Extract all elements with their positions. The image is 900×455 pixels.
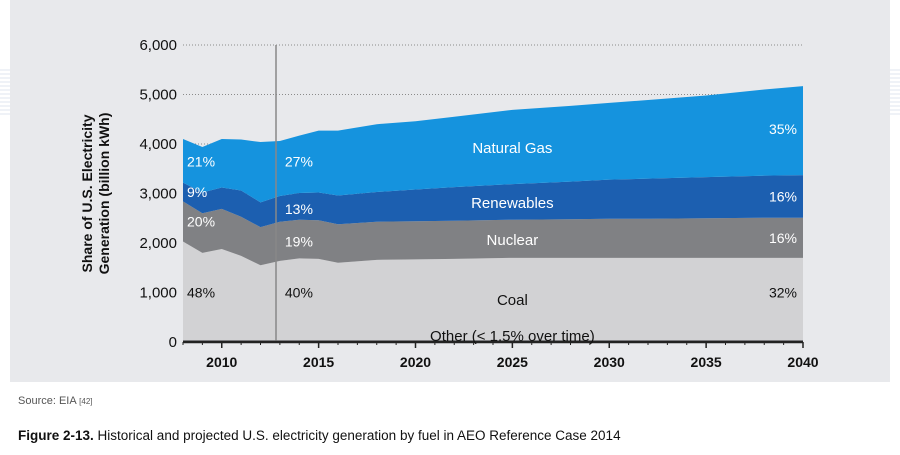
share-label: 48%: [187, 285, 215, 301]
y-tick-label: 2,000: [139, 235, 177, 252]
y-axis-label: Share of U.S. ElectricityGeneration (bil…: [79, 113, 112, 275]
series-label-renewables: Renewables: [471, 195, 554, 212]
y-tick-label: 5,000: [139, 87, 177, 104]
share-label: 16%: [769, 230, 797, 246]
share-label: 40%: [285, 285, 313, 301]
share-label: 13%: [285, 201, 313, 217]
x-tick-label: 2025: [497, 354, 528, 370]
figure-number: Figure 2-13.: [18, 428, 94, 443]
source-note: Source: EIA [42]: [18, 395, 93, 407]
share-label: 35%: [769, 121, 797, 137]
share-label: 20%: [187, 213, 215, 229]
share-label: 27%: [285, 153, 313, 169]
figure-caption: Figure 2-13. Historical and projected U.…: [18, 428, 621, 443]
share-label: 32%: [769, 285, 797, 301]
share-label: 21%: [187, 153, 215, 169]
y-tick-label: 1,000: [139, 285, 177, 302]
source-ref: [42]: [79, 397, 93, 406]
area-nuclear: [183, 201, 803, 266]
series-label-other: Other (< 1.5% over time): [430, 328, 595, 345]
series-label-natural_gas: Natural Gas: [472, 140, 552, 157]
y-tick-label: 4,000: [139, 136, 177, 153]
share-label: 9%: [187, 184, 207, 200]
area-natural_gas: [183, 86, 803, 203]
source-label: Source: EIA: [18, 395, 77, 407]
x-tick-label: 2010: [206, 354, 237, 370]
figure-caption-text: Historical and projected U.S. electricit…: [97, 428, 621, 443]
y-tick-label: 3,000: [139, 186, 177, 203]
chart-panel: 0 1,000 2,000 3,000 4,000 5,000 6,000 2010 2015 2…: [10, 0, 890, 382]
series-label-coal: Coal: [497, 292, 528, 309]
y-tick-label: 6,000: [139, 37, 177, 54]
x-tick-label: 2015: [303, 354, 334, 370]
area-coal: [183, 241, 803, 341]
share-label: 16%: [769, 188, 797, 204]
share-label: 19%: [285, 233, 313, 249]
stacked-area-chart: 0 1,000 2,000 3,000 4,000 5,000 6,000 2010 2015 2…: [79, 37, 819, 370]
x-tick-label: 2030: [594, 354, 625, 370]
x-tick-label: 2020: [400, 354, 431, 370]
x-tick-label: 2035: [691, 354, 722, 370]
area-renewables: [183, 175, 803, 228]
y-tick-label: 0: [169, 334, 177, 351]
x-tick-label: 2040: [787, 354, 818, 370]
series-label-nuclear: Nuclear: [487, 232, 539, 249]
